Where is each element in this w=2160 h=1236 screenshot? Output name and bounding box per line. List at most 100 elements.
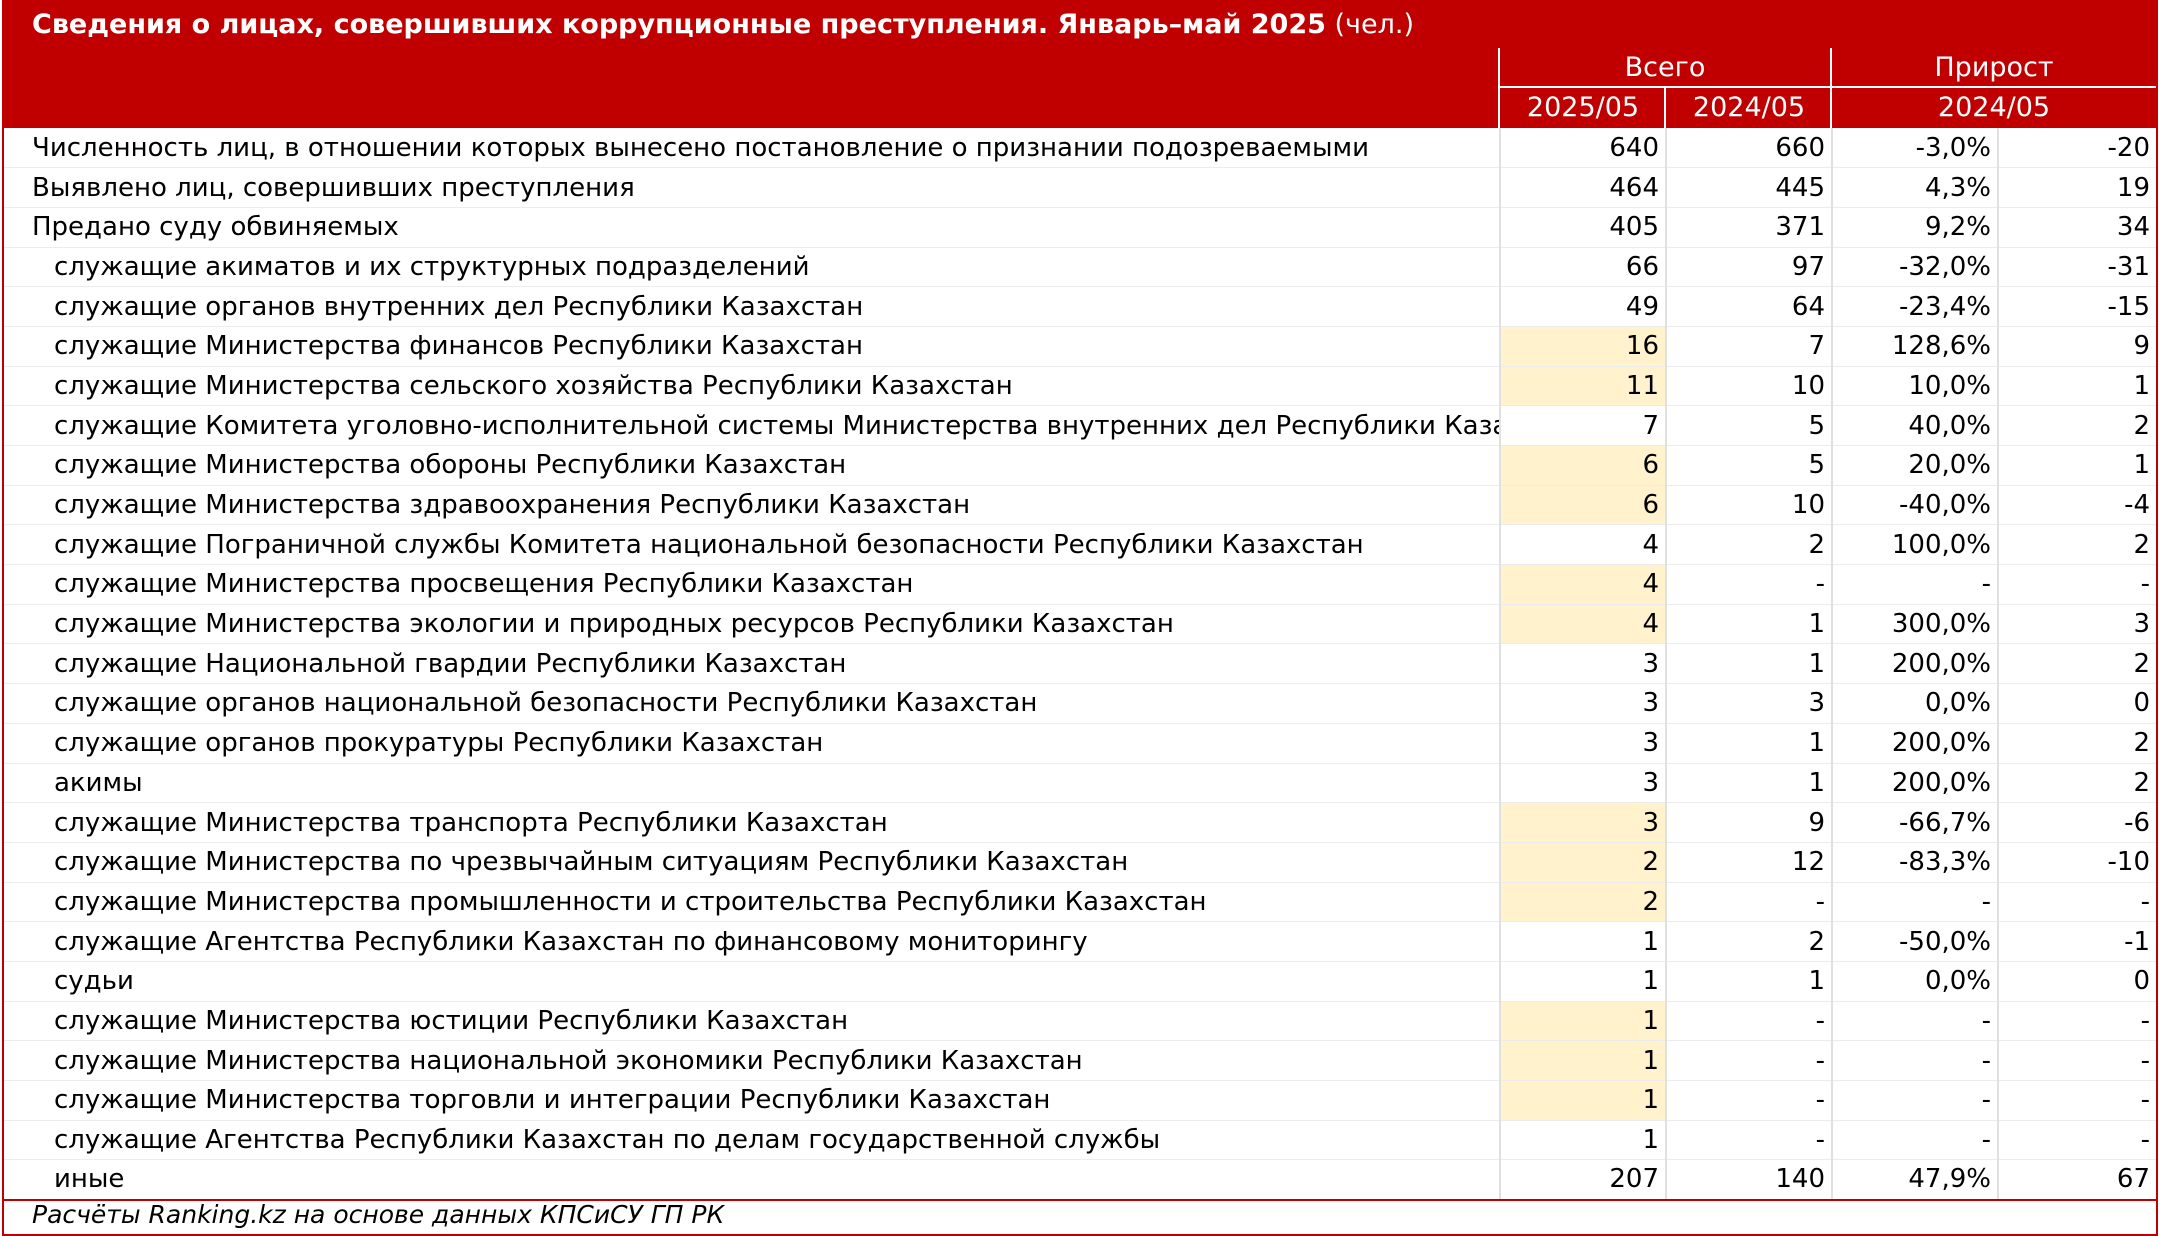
- growth-percent: -: [1832, 564, 1999, 605]
- row-label: Выявлено лиц, совершивших преступления: [4, 167, 1501, 208]
- value-2025: 3: [1500, 763, 1667, 804]
- growth-percent: -: [1832, 882, 1999, 923]
- value-2024: -: [1666, 882, 1833, 923]
- row-label: служащие Министерства национальной эконо…: [4, 1040, 1501, 1081]
- value-2024: 1: [1666, 723, 1833, 764]
- table-row: служащие Министерства юстиции Республики…: [4, 1001, 2156, 1042]
- row-label: служащие Министерства сельского хозяйств…: [4, 366, 1501, 407]
- table-row: служащие органов национальной безопаснос…: [4, 683, 2156, 724]
- report-title: Сведения о лицах, совершивших коррупцион…: [4, 2, 2156, 48]
- row-label: служащие Министерства транспорта Республ…: [4, 802, 1501, 843]
- growth-percent: -23,4%: [1832, 286, 1999, 327]
- value-2024: 97: [1666, 247, 1833, 288]
- row-label: служащие Министерства экологии и природн…: [4, 604, 1501, 645]
- value-2025: 4: [1500, 604, 1667, 645]
- row-label: служащие акиматов и их структурных подра…: [4, 247, 1501, 288]
- growth-percent: 9,2%: [1832, 207, 1999, 248]
- growth-absolute: -: [1998, 1080, 2156, 1121]
- value-2025: 4: [1500, 564, 1667, 605]
- header-col-2024: 2024/05: [1692, 92, 1806, 123]
- row-label: служащие органов внутренних дел Республи…: [4, 286, 1501, 327]
- value-2024: 7: [1666, 326, 1833, 367]
- row-label: служащие органов прокуратуры Республики …: [4, 723, 1501, 764]
- table-row: служащие органов внутренних дел Республи…: [4, 286, 2156, 327]
- growth-absolute: 2: [1998, 763, 2156, 804]
- header-col-2025: 2025/05: [1526, 92, 1640, 123]
- value-2024: 64: [1666, 286, 1833, 327]
- value-2025: 640: [1500, 128, 1667, 169]
- growth-percent: 300,0%: [1832, 604, 1999, 645]
- header-col-growth: 2024/05: [1937, 92, 2051, 123]
- row-label: служащие Агентства Республики Казахстан …: [4, 1120, 1501, 1161]
- growth-absolute: -: [1998, 1001, 2156, 1042]
- value-2024: -: [1666, 564, 1833, 605]
- value-2024: -: [1666, 1120, 1833, 1161]
- growth-percent: -: [1832, 1120, 1999, 1161]
- row-label: служащие Министерства юстиции Республики…: [4, 1001, 1501, 1042]
- value-2025: 11: [1500, 366, 1667, 407]
- table-row: служащие Национальной гвардии Республики…: [4, 643, 2156, 685]
- growth-percent: -66,7%: [1832, 802, 1999, 843]
- header-divider: [1830, 48, 1832, 128]
- row-label: служащие Министерства торговли и интегра…: [4, 1080, 1501, 1121]
- row-label: служащие Министерства по чрезвычайным си…: [4, 842, 1501, 883]
- value-2024: 660: [1666, 128, 1833, 169]
- row-label: Предано суду обвиняемых: [4, 207, 1501, 248]
- growth-percent: -: [1832, 1040, 1999, 1081]
- table-row: служащие Министерства по чрезвычайным си…: [4, 842, 2156, 883]
- value-2024: 2: [1666, 524, 1833, 566]
- table-row: акимы 3 1 200,0% 2: [4, 763, 2156, 804]
- value-2025: 1: [1500, 921, 1667, 962]
- growth-percent: 10,0%: [1832, 366, 1999, 407]
- table-row: служащие Министерства сельского хозяйств…: [4, 366, 2156, 407]
- table-row: служащие органов прокуратуры Республики …: [4, 723, 2156, 764]
- row-label: служащие Министерства обороны Республики…: [4, 445, 1501, 486]
- value-2025: 1: [1500, 961, 1667, 1002]
- row-label: служащие Министерства здравоохранения Ре…: [4, 485, 1501, 526]
- header-total: Всего: [1624, 52, 1706, 83]
- value-2024: 5: [1666, 445, 1833, 486]
- growth-absolute: 1: [1998, 366, 2156, 407]
- growth-percent: -32,0%: [1832, 247, 1999, 288]
- table-row: Выявлено лиц, совершивших преступления 46…: [4, 167, 2156, 208]
- value-2024: 371: [1666, 207, 1833, 248]
- growth-absolute: 34: [1998, 207, 2156, 248]
- growth-absolute: 19: [1998, 167, 2156, 208]
- growth-absolute: 3: [1998, 604, 2156, 645]
- value-2024: 1: [1666, 961, 1833, 1002]
- table-row: судьи 1 1 0,0% 0: [4, 961, 2156, 1002]
- growth-absolute: -: [1998, 1040, 2156, 1081]
- growth-percent: 47,9%: [1832, 1159, 1999, 1201]
- growth-absolute: 2: [1998, 405, 2156, 446]
- value-2025: 3: [1500, 683, 1667, 724]
- value-2025: 7: [1500, 405, 1667, 446]
- table-header: [4, 48, 2156, 128]
- row-label: служащие Министерства промышленности и с…: [4, 882, 1501, 923]
- row-label: судьи: [4, 961, 1501, 1002]
- growth-percent: -40,0%: [1832, 485, 1999, 526]
- header-growth: Прирост: [1934, 52, 2054, 83]
- value-2025: 6: [1500, 445, 1667, 486]
- row-label: служащие Министерства финансов Республик…: [4, 326, 1501, 367]
- value-2025: 405: [1500, 207, 1667, 248]
- row-label: служащие Агентства Республики Казахстан …: [4, 921, 1501, 962]
- row-label: служащие Комитета уголовно-исполнительно…: [4, 405, 1501, 446]
- growth-absolute: 9: [1998, 326, 2156, 367]
- value-2025: 3: [1500, 723, 1667, 764]
- row-label: служащие Национальной гвардии Республики…: [4, 643, 1501, 685]
- value-2025: 66: [1500, 247, 1667, 288]
- table-row: служащие Министерства финансов Республик…: [4, 326, 2156, 367]
- value-2024: 3: [1666, 683, 1833, 724]
- value-2024: 445: [1666, 167, 1833, 208]
- growth-percent: 200,0%: [1832, 763, 1999, 804]
- growth-absolute: -4: [1998, 485, 2156, 526]
- data-table: Численность лиц, в отношении которых вын…: [4, 128, 2156, 1201]
- growth-percent: 128,6%: [1832, 326, 1999, 367]
- growth-absolute: -15: [1998, 286, 2156, 327]
- header-divider: [1498, 86, 2156, 88]
- value-2025: 1: [1500, 1040, 1667, 1081]
- value-2025: 2: [1500, 842, 1667, 883]
- growth-absolute: 0: [1998, 961, 2156, 1002]
- value-2024: -: [1666, 1040, 1833, 1081]
